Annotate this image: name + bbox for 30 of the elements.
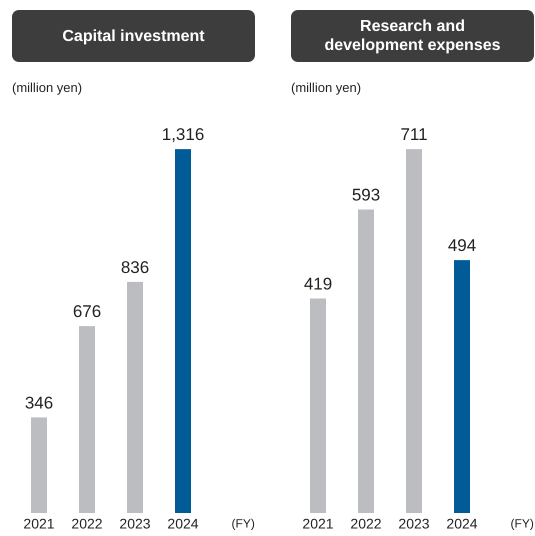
x-tick-label: 2024	[446, 516, 478, 532]
data-label: 676	[72, 302, 102, 322]
data-label: 836	[120, 258, 150, 277]
x-axis-title: (FY)	[510, 516, 534, 530]
x-tick-label: 2021	[302, 516, 334, 532]
x-tick-label: 2022	[350, 516, 382, 532]
chart-title: Research and development expenses	[291, 10, 534, 62]
data-label: 593	[352, 186, 380, 205]
bar	[127, 282, 143, 513]
chart-title: Capital investment	[12, 10, 255, 62]
bar	[31, 417, 47, 513]
bar	[406, 149, 422, 513]
bar	[358, 210, 374, 513]
bar	[454, 260, 470, 513]
x-axis-title: (FY)	[232, 516, 255, 530]
bar	[79, 326, 95, 513]
data-label: 419	[304, 274, 332, 294]
x-tick-label: 2024	[167, 516, 199, 532]
data-label: 346	[24, 393, 54, 412]
x-tick-label: 2021	[23, 516, 55, 532]
data-label: 1,316	[162, 125, 204, 144]
data-label: 494	[448, 236, 476, 256]
y-axis-title: (million yen)	[291, 80, 362, 95]
data-label: 711	[400, 125, 428, 144]
bar	[310, 298, 326, 513]
x-tick-label: 2023	[119, 516, 151, 532]
x-tick-label: 2022	[71, 516, 103, 532]
x-tick-label: 2023	[398, 516, 430, 532]
bar	[175, 149, 191, 513]
y-axis-title: (million yen)	[12, 80, 82, 95]
